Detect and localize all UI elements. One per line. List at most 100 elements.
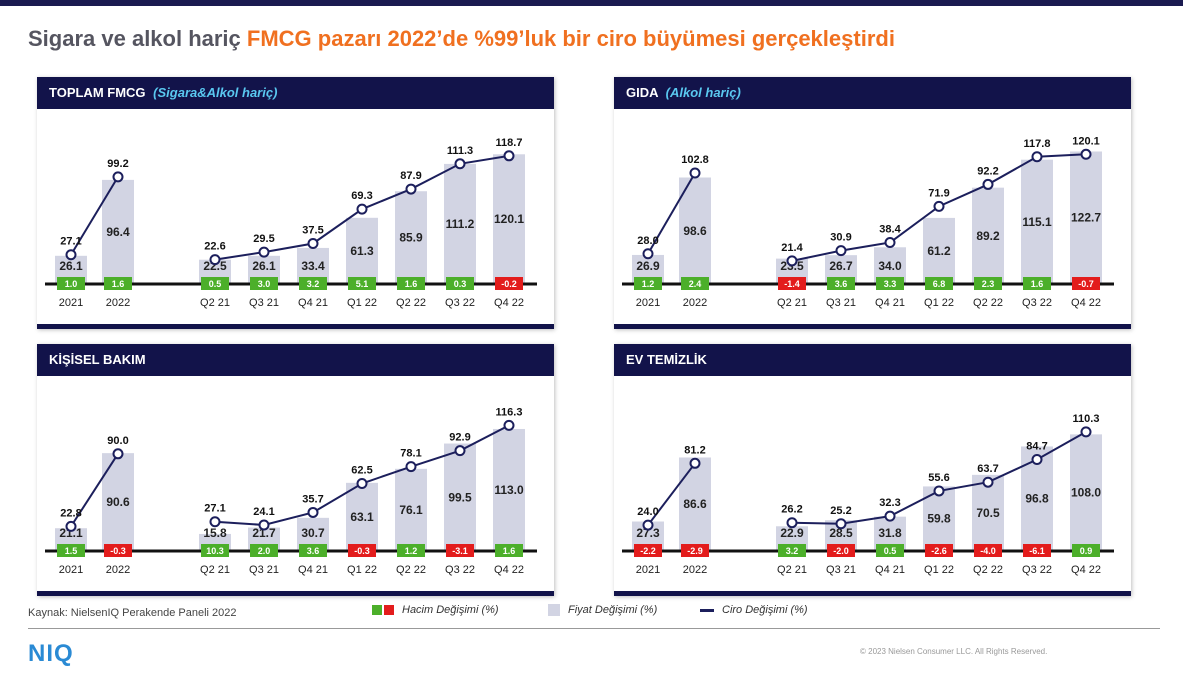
- price-bar: [972, 187, 1004, 284]
- price-bar: [395, 468, 427, 551]
- volume-label: 1.0: [65, 279, 78, 289]
- turnover-point: [209, 254, 221, 266]
- category-label: 2021: [59, 297, 83, 309]
- category-label: Q3 21: [826, 564, 856, 576]
- turnover-point: [786, 517, 798, 529]
- category-label: Q2 21: [200, 564, 230, 576]
- turnover-label: 81.2: [684, 444, 705, 456]
- category-label: Q2 22: [396, 564, 426, 576]
- turnover-point: [454, 445, 466, 457]
- turnover-line: [647, 462, 696, 526]
- volume-label: -3.1: [452, 546, 468, 556]
- volume-label: 3.6: [835, 279, 848, 289]
- price-label: 86.6: [683, 497, 707, 511]
- volume-box: [925, 277, 953, 290]
- volume-label: -0.3: [354, 546, 370, 556]
- turnover-label: 117.8: [1024, 138, 1051, 150]
- turnover-label: 38.4: [879, 224, 901, 236]
- panel-title: TOPLAM FMCG: [49, 85, 146, 100]
- turnover-point: [786, 255, 798, 267]
- price-label: 21.7: [252, 526, 276, 540]
- volume-label: -1.4: [784, 279, 800, 289]
- volume-box: [201, 277, 229, 290]
- volume-label: 3.2: [786, 546, 799, 556]
- volume-box: [827, 277, 855, 290]
- legend-swatch-negative: [384, 605, 394, 615]
- copyright: © 2023 Nielsen Consumer LLC. All Rights …: [860, 647, 1048, 656]
- page-title-part1: Sigara ve alkol hariç: [28, 26, 241, 51]
- volume-label: 3.6: [307, 546, 320, 556]
- panel-title: EV TEMİZLİK: [626, 352, 707, 367]
- price-label: 33.4: [301, 259, 325, 273]
- turnover-point: [503, 150, 515, 162]
- volume-box: [1023, 544, 1051, 557]
- volume-box: [299, 277, 327, 290]
- volume-label: 0.5: [209, 279, 222, 289]
- turnover-point: [689, 167, 701, 179]
- price-label: 26.9: [636, 259, 660, 273]
- turnover-point: [1080, 148, 1092, 160]
- turnover-line: [647, 172, 696, 255]
- volume-box: [974, 544, 1002, 557]
- price-label: 22.9: [780, 526, 804, 540]
- price-bar: [923, 217, 955, 284]
- volume-box: [681, 277, 709, 290]
- volume-label: -2.6: [931, 546, 947, 556]
- category-label: Q3 22: [1022, 564, 1052, 576]
- turnover-label: 90.0: [107, 435, 128, 447]
- volume-label: 1.6: [503, 546, 516, 556]
- category-label: 2021: [59, 564, 83, 576]
- turnover-point: [112, 171, 124, 183]
- turnover-label: 26.2: [781, 504, 802, 516]
- turnover-point: [1080, 426, 1092, 438]
- chart-ev-temizlik: 27.3 86.6 22.9 28.5 31.8 59.8 70.5 96.8 108.0 -2.…: [622, 413, 1114, 576]
- category-label: Q3 22: [445, 564, 475, 576]
- price-label: 63.1: [350, 510, 374, 524]
- niq-logo: NIQ: [28, 640, 74, 667]
- turnover-point: [982, 178, 994, 190]
- price-label: 26.1: [59, 259, 83, 273]
- panel-bottom-bar: [614, 324, 1131, 329]
- category-label: Q2 21: [777, 564, 807, 576]
- volume-label: 6.8: [933, 279, 946, 289]
- panel-title: KİŞİSEL BAKIM: [49, 352, 146, 367]
- volume-label: 2.4: [689, 279, 702, 289]
- volume-box: [634, 544, 662, 557]
- price-label: 27.3: [636, 526, 660, 540]
- volume-label: 1.6: [405, 279, 418, 289]
- footer-divider: [28, 628, 1160, 629]
- price-label: 76.1: [399, 503, 423, 517]
- turnover-label: 27.1: [60, 236, 81, 248]
- category-label: 2022: [683, 564, 707, 576]
- panel-subtitle: (Sigara&Alkol hariç): [153, 85, 278, 100]
- volume-box: [827, 544, 855, 557]
- price-bar: [493, 154, 525, 284]
- turnover-point: [642, 248, 654, 260]
- panel-bottom-bar: [614, 591, 1131, 596]
- volume-label: -2.9: [687, 546, 703, 556]
- price-label: 30.7: [301, 526, 325, 540]
- volume-box: [1072, 544, 1100, 557]
- turnover-point: [689, 457, 701, 469]
- price-label: 59.8: [927, 512, 951, 526]
- volume-label: -0.3: [110, 546, 126, 556]
- turnover-point: [405, 183, 417, 195]
- volume-box: [634, 277, 662, 290]
- category-label: Q1 22: [347, 297, 377, 309]
- category-label: Q3 21: [249, 297, 279, 309]
- turnover-label: 35.7: [302, 493, 323, 505]
- price-bar: [444, 163, 476, 284]
- volume-box: [925, 544, 953, 557]
- source-note: Kaynak: NielsenIQ Perakende Paneli 2022: [28, 607, 237, 619]
- volume-label: 2.0: [258, 546, 271, 556]
- turnover-label: 92.2: [977, 165, 998, 177]
- turnover-point: [1031, 151, 1043, 163]
- turnover-label: 118.7: [496, 137, 523, 149]
- price-label: 96.4: [106, 225, 130, 239]
- category-label: 2022: [106, 564, 130, 576]
- category-label: Q4 22: [1071, 564, 1101, 576]
- panel-bottom-bar: [37, 591, 554, 596]
- price-bar: [1070, 434, 1102, 551]
- turnover-point: [356, 478, 368, 489]
- turnover-label: 120.1: [1072, 135, 1100, 147]
